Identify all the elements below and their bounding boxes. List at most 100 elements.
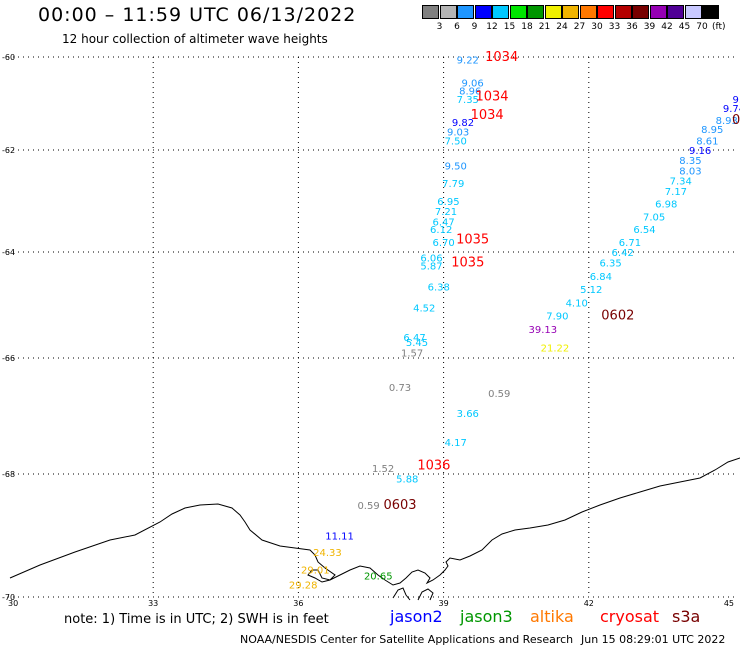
wave-height-label: 7.05: [643, 212, 665, 223]
wave-height-label: 9.82: [452, 118, 474, 129]
wave-height-label: 29.01: [301, 565, 330, 576]
latitude-label: -66: [2, 354, 15, 363]
legend-tick: 45: [678, 22, 691, 32]
legend-tick: 12: [486, 22, 498, 32]
legend-tick: 36: [626, 22, 638, 32]
pass-time-label: 0601: [732, 113, 740, 128]
wave-height-label: 39.13: [528, 325, 557, 336]
legend-tick: 6: [454, 22, 460, 32]
wave-height-label: 6.54: [633, 225, 655, 236]
wave-height-label: 9.22: [457, 55, 479, 66]
pass-time-label: 1034: [485, 50, 518, 65]
pass-time-label: 1035: [456, 232, 489, 247]
pass-time-label: 1034: [471, 108, 504, 123]
generated-timestamp: Jun 15 08:29:01 UTC 2022: [581, 633, 726, 646]
wave-height-label: 8.96: [459, 86, 481, 97]
satellite-cryosat: cryosat: [600, 607, 660, 626]
legend-tick: 42: [661, 22, 673, 32]
legend-swatch: [422, 5, 439, 19]
pass-time-label: 0602: [601, 309, 634, 324]
wave-height-label: 6.42: [612, 248, 634, 259]
wave-height-label: 6.06: [420, 253, 442, 264]
wave-height-label: 0.59: [357, 501, 379, 512]
wave-height-label: 21.22: [541, 343, 570, 354]
latitude-label: -62: [2, 146, 15, 155]
wave-height-label: 6.95: [437, 197, 459, 208]
legend-tick: 33: [608, 22, 621, 32]
legend-tick: 24: [556, 22, 568, 32]
pass-time-labels: 1034 1034 1034 1035 1035 1036 0603 0602 0601: [383, 50, 740, 513]
satellite-jason2: jason2: [390, 607, 443, 626]
latitude-label: -60: [2, 53, 15, 62]
legend-swatch: [439, 5, 457, 19]
satellite-s3a: s3a: [672, 607, 701, 626]
wave-height-observations: 9.22 9.068.967.35 9.829.037.50 9.50 7.79 6.95…: [289, 55, 740, 592]
wave-height-label: 29.28: [289, 581, 318, 592]
wave-height-label: 9.74: [723, 104, 740, 115]
legend-swatch: [614, 5, 632, 19]
wave-height-label: 11.11: [325, 532, 354, 543]
legend-tick: 9: [471, 22, 478, 32]
legend-tick: 39: [643, 22, 656, 32]
wave-height-label: 6.38: [428, 282, 450, 293]
wave-height-label: 6.70: [432, 238, 454, 249]
wave-height-label: 6.98: [655, 200, 677, 211]
legend-tick: 18: [521, 22, 533, 32]
map-title: 00:00 – 11:59 UTC 06/13/2022: [38, 4, 357, 26]
wave-height-label: 1.57: [401, 349, 423, 360]
wave-height-label: 9.50: [445, 161, 467, 172]
wave-height-label: 0.59: [488, 389, 510, 400]
wave-height-label: 9.03: [447, 127, 469, 138]
wave-height-label: 9.06: [462, 79, 484, 90]
legend-tick: 3: [436, 22, 443, 32]
longitude-label: 42: [584, 599, 594, 608]
longitude-label: 30: [8, 599, 18, 608]
pass-time-label: 1035: [451, 256, 484, 271]
wave-height-label: 6.35: [599, 259, 621, 270]
wave-height-label: 6.71: [619, 238, 641, 249]
pass-time-label: 1036: [417, 458, 450, 473]
wave-height-label: 0.73: [389, 383, 411, 394]
longitude-label: 33: [148, 599, 158, 608]
footnote: note: 1) Time is in UTC; 2) SWH is in fe…: [64, 612, 329, 627]
legend-swatch: [579, 5, 597, 19]
legend-tick: 27: [573, 22, 586, 32]
wave-height-label: 8.35: [679, 156, 701, 167]
wave-height-label: 20.65: [364, 571, 393, 582]
wave-height-label: 5.88: [396, 474, 418, 485]
wave-height-label: 4.52: [413, 304, 435, 315]
legend-swatch: [649, 5, 667, 19]
wave-height-label: 7.50: [445, 137, 467, 148]
wave-height-label: 7.17: [665, 187, 687, 198]
credit-line: NOAA/NESDIS Center for Satellite Applica…: [240, 633, 574, 646]
latitude-label: -70: [2, 593, 15, 602]
wave-height-label: 8.95: [701, 125, 723, 136]
legend-swatch: [702, 5, 719, 19]
latitude-label: -64: [2, 248, 15, 257]
pass-time-label: 0603: [383, 498, 416, 513]
satellite-altika: altika: [530, 607, 574, 626]
wave-height-label: 6.84: [590, 272, 612, 283]
wave-height-label: 3.66: [457, 409, 479, 420]
longitude-label: 45: [724, 599, 734, 608]
satellite-jason3: jason3: [460, 607, 513, 626]
legend-tick: 30: [591, 22, 603, 32]
legend-swatch: [667, 5, 684, 19]
wave-height-label: 5.87: [420, 261, 442, 272]
legend-swatch: [509, 5, 527, 19]
longitude-label: 36: [293, 599, 303, 608]
wave-height-label: 8.93: [716, 116, 738, 127]
wave-height-label: 8.03: [679, 166, 701, 177]
antarctic-coastline: [9, 457, 740, 586]
legend-swatch: [562, 5, 579, 19]
wave-height-label: 7.79: [442, 179, 464, 190]
wave-height-label: 7.90: [546, 312, 568, 323]
wave-height-label: 24.33: [313, 548, 342, 559]
wave-height-label: 6.47: [432, 217, 454, 228]
wave-height-label: 7.35: [457, 95, 479, 106]
wave-height-label: 4.17: [445, 438, 467, 449]
legend-swatch: [544, 5, 562, 19]
legend-tick: 21: [538, 22, 551, 32]
wave-height-label: 9.48: [733, 95, 740, 106]
